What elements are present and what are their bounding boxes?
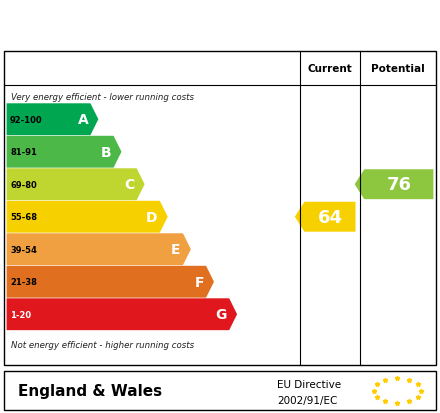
Text: C: C bbox=[124, 178, 135, 192]
Text: Very energy efficient - lower running costs: Very energy efficient - lower running co… bbox=[11, 93, 194, 102]
Text: 21-38: 21-38 bbox=[10, 278, 37, 287]
Text: F: F bbox=[194, 275, 204, 289]
Text: 39-54: 39-54 bbox=[10, 245, 37, 254]
Polygon shape bbox=[7, 136, 121, 168]
Polygon shape bbox=[7, 169, 145, 201]
Text: Current: Current bbox=[308, 64, 352, 74]
Polygon shape bbox=[7, 299, 237, 330]
Polygon shape bbox=[7, 266, 214, 298]
Polygon shape bbox=[355, 170, 433, 200]
Text: 69-80: 69-80 bbox=[10, 180, 37, 189]
Text: G: G bbox=[216, 308, 227, 321]
Text: 76: 76 bbox=[386, 176, 411, 194]
Bar bbox=[4, 371, 436, 411]
Text: B: B bbox=[101, 145, 111, 159]
Text: 81-91: 81-91 bbox=[10, 148, 37, 157]
Text: 64: 64 bbox=[318, 208, 342, 226]
Text: EU Directive: EU Directive bbox=[277, 379, 341, 389]
Text: 55-68: 55-68 bbox=[10, 213, 37, 222]
Polygon shape bbox=[7, 201, 168, 233]
Text: A: A bbox=[77, 113, 88, 127]
Text: 2002/91/EC: 2002/91/EC bbox=[277, 396, 337, 406]
Text: Potential: Potential bbox=[371, 64, 425, 74]
Polygon shape bbox=[295, 202, 356, 232]
Text: Not energy efficient - higher running costs: Not energy efficient - higher running co… bbox=[11, 340, 194, 349]
Text: 92-100: 92-100 bbox=[10, 116, 43, 124]
Text: England & Wales: England & Wales bbox=[18, 383, 162, 398]
Text: Energy Efficiency Rating: Energy Efficiency Rating bbox=[11, 14, 299, 34]
Polygon shape bbox=[7, 104, 99, 136]
Polygon shape bbox=[7, 234, 191, 266]
Text: D: D bbox=[146, 210, 158, 224]
Text: E: E bbox=[171, 242, 181, 256]
Text: 1-20: 1-20 bbox=[10, 310, 31, 319]
